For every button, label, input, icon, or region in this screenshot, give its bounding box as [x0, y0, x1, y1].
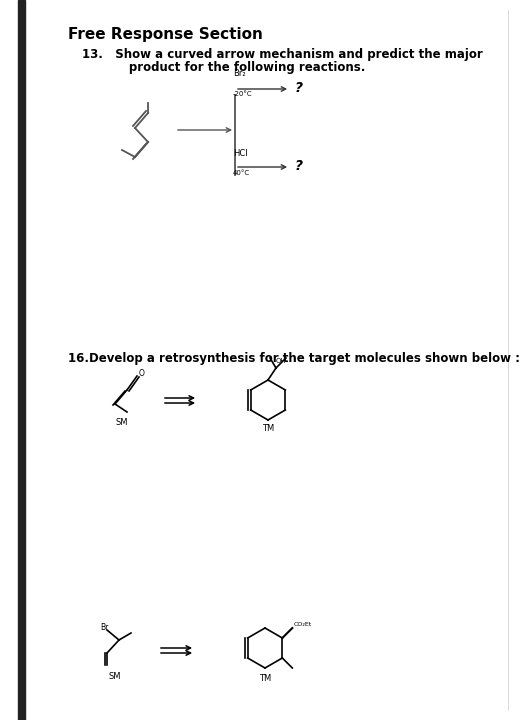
- Text: Free Response Section: Free Response Section: [68, 27, 263, 42]
- Text: OH: OH: [276, 358, 287, 364]
- Text: 40°C: 40°C: [233, 170, 250, 176]
- Text: TM: TM: [262, 424, 274, 433]
- Text: 16.Develop a retrosynthesis for the target molecules shown below :: 16.Develop a retrosynthesis for the targ…: [68, 352, 520, 365]
- Text: -20°C: -20°C: [233, 91, 253, 97]
- Text: SM: SM: [109, 672, 121, 681]
- Text: HCl: HCl: [233, 149, 248, 158]
- Text: SM: SM: [116, 418, 128, 427]
- Bar: [18, 0, 25, 720]
- Text: 13.   Show a curved arrow mechanism and predict the major: 13. Show a curved arrow mechanism and pr…: [82, 48, 483, 61]
- Text: TM: TM: [259, 674, 271, 683]
- Text: ?: ?: [295, 159, 303, 173]
- Text: O: O: [139, 369, 145, 379]
- Text: Br₂: Br₂: [233, 69, 245, 78]
- Text: Br: Br: [100, 623, 108, 631]
- Text: CO₂Et: CO₂Et: [293, 622, 311, 627]
- Text: ?: ?: [295, 81, 303, 95]
- Text: product for the following reactions.: product for the following reactions.: [100, 61, 366, 74]
